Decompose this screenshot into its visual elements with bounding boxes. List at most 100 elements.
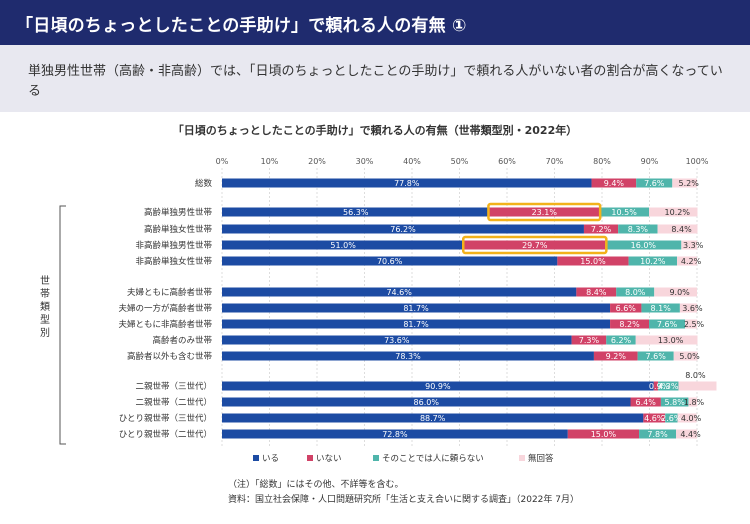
- data-label: 7.6%: [657, 320, 678, 329]
- category-label: 夫婦ともに高齢者世帯: [127, 287, 213, 298]
- data-label: 15.0%: [580, 257, 606, 266]
- x-tick-label: 100%: [686, 157, 709, 166]
- bar-segment-iru: [222, 207, 490, 217]
- group-label-char: 型: [40, 313, 50, 326]
- chart-area: 「日頃のちょっとしたことの手助け」で頼れる人の有無（世帯類型別・2022年） 0%…: [0, 112, 750, 524]
- bar-segment-iru: [222, 397, 631, 407]
- bar-segment-mukaito: [673, 351, 698, 361]
- legend-swatch: [307, 455, 313, 461]
- bar-segment-mukaito: [688, 397, 697, 407]
- data-label: 74.6%: [386, 288, 412, 297]
- category-label: ひとり親世帯（二世代）: [119, 429, 212, 440]
- data-label: 7.3%: [579, 336, 600, 345]
- bar-segment-mukaito: [677, 413, 697, 423]
- category-label: ひとり親世帯（三世代）: [119, 413, 212, 424]
- data-label: 6.2%: [611, 336, 632, 345]
- bar-segment-iru: [222, 381, 654, 391]
- bar-segment-sonokoto: [605, 240, 682, 250]
- bar-segment-mukaito: [635, 335, 698, 345]
- bar-segment-inai: [576, 287, 617, 297]
- group-label-char: 帯: [40, 287, 50, 300]
- bar-segment-inai: [610, 319, 650, 329]
- bar-segment-inai: [630, 397, 661, 407]
- data-label: 3.3%: [683, 241, 704, 250]
- data-label: 90.9%: [425, 382, 451, 391]
- highlight-box: [487, 202, 602, 222]
- group-label-char: 世: [40, 275, 50, 287]
- data-label: 4.2%: [681, 257, 702, 266]
- data-label: 1.8%: [684, 398, 705, 407]
- category-label: 非高齢単独男性世帯: [135, 240, 212, 251]
- category-label: 高齢者のみ世帯: [152, 335, 212, 346]
- bar-segment-mukaito: [681, 240, 697, 250]
- data-label: 4.3%: [658, 382, 679, 391]
- data-label: 5.2%: [678, 179, 699, 188]
- x-tick-label: 10%: [261, 157, 279, 166]
- data-label: 51.0%: [330, 241, 356, 250]
- bar-segment-inai: [567, 429, 640, 439]
- bar-segment-mukaito: [654, 287, 697, 297]
- legend-swatch: [253, 455, 259, 461]
- legend-swatch: [373, 455, 379, 461]
- bar-segment-iru: [222, 303, 611, 313]
- category-label: 夫婦の一方が高齢者世帯: [118, 303, 212, 314]
- data-label: 8.4%: [671, 225, 692, 234]
- lead-box: 単独男性世帯（高齢・非高齢）では、「日頃のちょっとしたことの手助け」で頼れる人が…: [0, 45, 750, 112]
- bar-segment-sonokoto: [639, 429, 677, 439]
- data-label: 77.8%: [394, 179, 420, 188]
- data-label: 76.2%: [390, 225, 416, 234]
- data-label: 2.6%: [661, 414, 682, 423]
- data-label: 4.6%: [644, 414, 665, 423]
- group-label-char: 別: [40, 327, 50, 339]
- bar-segment-mukaito: [685, 319, 697, 329]
- bar-segment-inai: [583, 224, 619, 234]
- data-label: 6.6%: [616, 304, 637, 313]
- x-tick-label: 40%: [403, 157, 421, 166]
- x-tick-label: 70%: [546, 157, 564, 166]
- bar-segment-mukaito: [676, 429, 697, 439]
- x-tick-label: 0%: [216, 157, 229, 166]
- x-tick-label: 80%: [593, 157, 611, 166]
- data-label: 7.6%: [644, 179, 665, 188]
- bar-segment-mukaito: [678, 381, 717, 391]
- bar-segment-sonokoto: [641, 303, 680, 313]
- data-label: 72.8%: [382, 430, 408, 439]
- bar-segment-sonokoto: [618, 224, 658, 234]
- bar-segment-iru: [222, 287, 577, 297]
- chart-title: 「日頃のちょっとしたことの手助け」で頼れる人の有無（世帯類型別・2022年）: [173, 123, 578, 137]
- category-label: 非高齢単独女性世帯: [135, 256, 212, 267]
- data-label: 9.0%: [669, 288, 690, 297]
- data-label: 2.5%: [684, 320, 705, 329]
- data-label: 4.0%: [681, 414, 702, 423]
- data-label: 81.7%: [403, 304, 429, 313]
- bar-segment-sonokoto: [636, 178, 673, 188]
- group-label-char: 類: [40, 301, 50, 313]
- group-bracket: [59, 205, 66, 445]
- data-label: 88.7%: [420, 414, 446, 423]
- x-tick-label: 90%: [641, 157, 659, 166]
- page-title: 「日頃のちょっとしたことの手助け」で頼れる人の有無 ①: [16, 16, 467, 36]
- bar-segment-inai: [557, 256, 629, 266]
- bar-segment-mukaito: [677, 256, 697, 266]
- bar-segment-iru: [222, 224, 584, 234]
- bar-segment-sonokoto: [658, 381, 679, 391]
- source-text: 資料：国立社会保障・人口問題研究所「生活と支え合いに関する調査」（2022年 7…: [228, 495, 579, 505]
- data-label: 8.4%: [586, 288, 607, 297]
- x-tick-label: 60%: [498, 157, 516, 166]
- data-label: 56.3%: [343, 208, 369, 217]
- data-label: 81.7%: [403, 320, 429, 329]
- bar-segment-sonokoto: [649, 319, 686, 329]
- bar-segment-iru: [222, 335, 572, 345]
- bar-segment-mukaito: [657, 224, 698, 234]
- x-tick-label: 30%: [356, 157, 374, 166]
- bar-segment-iru: [222, 240, 465, 250]
- notes: （注）「総数」にはその他、不詳等を含む。 資料：国立社会保障・人口問題研究所「生…: [228, 478, 579, 508]
- bar-segment-inai: [653, 381, 659, 391]
- bar-segment-sonokoto: [628, 256, 678, 266]
- data-label: 8.0%: [625, 288, 646, 297]
- data-label: 23.1%: [532, 208, 558, 217]
- bar-segment-inai: [571, 335, 607, 345]
- data-label: 29.7%: [522, 241, 548, 250]
- category-label: 二親世帯（三世代）: [135, 381, 212, 392]
- data-label: 0.9%: [649, 382, 670, 391]
